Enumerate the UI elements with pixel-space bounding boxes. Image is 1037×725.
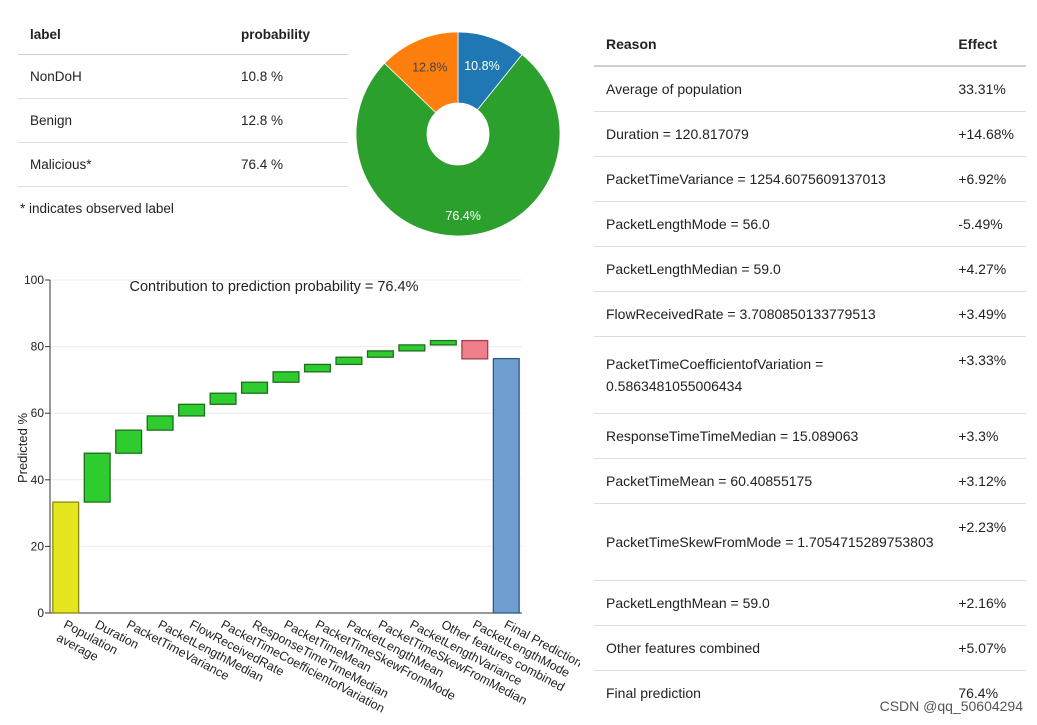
bar-final-prediction bbox=[492, 357, 520, 614]
bar-packettimevariance bbox=[115, 429, 143, 454]
effect-value: +6.92% bbox=[946, 156, 1026, 202]
class-probability: 76.4 % bbox=[229, 142, 348, 187]
effect-column-header: Effect bbox=[946, 22, 1026, 67]
reason-text: PacketTimeSkewFromMode = 1.7054715289753… bbox=[594, 503, 947, 581]
observed-label-note: * indicates observed label bbox=[20, 201, 174, 216]
reason-text: Final prediction bbox=[606, 685, 701, 701]
bar-packetlengthvariance bbox=[398, 344, 426, 352]
reason-effect-table: Reason Effect Average of population 33.31… bbox=[594, 22, 1026, 715]
bar-responsetimetimemedian bbox=[240, 381, 269, 394]
probability-donut-chart: 10.8% 76.4% 12.8% bbox=[355, 31, 561, 237]
class-label: NonDoH bbox=[18, 54, 229, 99]
reason-text: Other features combined bbox=[594, 625, 947, 671]
y-tick-label: 80 bbox=[31, 340, 45, 354]
y-tick-label: 0 bbox=[37, 606, 44, 620]
bar-other-features-combined bbox=[429, 339, 457, 346]
bar-duration bbox=[83, 452, 111, 503]
effect-value: +3.49% bbox=[946, 291, 1026, 337]
effect-value: +3.33% bbox=[946, 336, 1026, 414]
watermark: CSDN @qq_50604294 bbox=[879, 698, 1023, 714]
class-label: Benign bbox=[18, 98, 229, 143]
donut-slice-malicious bbox=[355, 54, 561, 237]
bar-packettimeskewfrommedian bbox=[366, 350, 394, 358]
table-row: ResponseTimeTimeMedian = 15.089063 +3.3% bbox=[594, 413, 1026, 459]
bar-packetlengthmean bbox=[335, 356, 363, 366]
bar-packettimeskewfrommode bbox=[303, 363, 332, 373]
class-label: Malicious* bbox=[18, 142, 229, 187]
effect-value: +4.27% bbox=[946, 246, 1026, 292]
table-row: PacketTimeCoefficientofVariation = 0.586… bbox=[594, 336, 1026, 414]
reason-text: FlowReceivedRate = 3.7080850133779513 bbox=[594, 291, 947, 337]
table-row: PacketTimeVariance = 1254.6075609137013 +… bbox=[594, 156, 1026, 202]
table-row: PacketTimeMean = 60.40855175 +3.12% bbox=[594, 458, 1026, 504]
donut-slice-benign bbox=[383, 31, 459, 114]
effect-value: +3.12% bbox=[946, 458, 1026, 504]
donut-slice-label: 76.4% bbox=[445, 209, 480, 223]
table-row: Duration = 120.817079 +14.68% bbox=[594, 111, 1026, 157]
reason-text: PacketLengthMode = 56.0 bbox=[594, 201, 947, 247]
y-axis-label: Predicted % bbox=[15, 413, 30, 484]
reason-text: Average of population bbox=[594, 66, 947, 112]
reason-text: ResponseTimeTimeMedian = 15.089063 bbox=[594, 413, 947, 459]
y-tick-label: 20 bbox=[31, 539, 45, 553]
reason-column-header: Reason bbox=[594, 22, 947, 67]
bar-population-average bbox=[52, 501, 80, 614]
table-row: PacketTimeSkewFromMode = 1.7054715289753… bbox=[594, 503, 1026, 581]
probability-table: label probability NonDoH 10.8 % Benign 1… bbox=[18, 14, 348, 187]
effect-value: 76.4% bbox=[958, 685, 999, 701]
effect-value: +14.68% bbox=[946, 111, 1026, 157]
label-column-header: label bbox=[18, 14, 229, 55]
class-probability: 10.8 % bbox=[229, 54, 348, 99]
table-row: Final prediction 76.4% bbox=[594, 671, 1026, 716]
bar-packettimemean bbox=[272, 371, 300, 383]
table-row: PacketLengthMedian = 59.0 +4.27% bbox=[594, 246, 1026, 292]
reason-table-header: Reason Effect bbox=[594, 22, 1026, 67]
table-row: NonDoH 10.8 % bbox=[18, 54, 348, 99]
probability-column-header: probability bbox=[229, 14, 348, 55]
probability-table-header: label probability bbox=[18, 14, 348, 55]
reason-text: PacketTimeVariance = 1254.6075609137013 bbox=[594, 156, 947, 202]
reason-text: PacketLengthMedian = 59.0 bbox=[594, 246, 947, 292]
contribution-waterfall-chart: Contribution to prediction probability =… bbox=[15, 273, 580, 716]
y-tick-label: 100 bbox=[24, 273, 44, 287]
reason-text: PacketTimeMean = 60.40855175 bbox=[594, 458, 947, 504]
table-row: Benign 12.8 % bbox=[18, 98, 348, 143]
effect-value: +5.07% bbox=[946, 625, 1026, 671]
table-row: Other features combined +5.07% bbox=[594, 625, 1026, 671]
bar-packetlengthmode bbox=[461, 339, 489, 360]
table-row: Average of population 33.31% bbox=[594, 66, 1026, 112]
bar-packetlengthmedian bbox=[146, 415, 174, 431]
table-row: PacketLengthMode = 56.0 -5.49% bbox=[594, 201, 1026, 247]
bar-packettimecoefficientofvariation bbox=[209, 392, 237, 405]
effect-value: -5.49% bbox=[946, 201, 1026, 247]
reason-text: Duration = 120.817079 bbox=[594, 111, 947, 157]
effect-value: +3.3% bbox=[946, 413, 1026, 459]
effect-value: 33.31% bbox=[946, 66, 1026, 112]
bar-flowreceivedrate bbox=[178, 403, 206, 417]
chart-title: Contribution to prediction probability =… bbox=[130, 279, 419, 295]
table-row: Malicious* 76.4 % bbox=[18, 142, 348, 187]
reason-text: PacketLengthMean = 59.0 bbox=[594, 580, 947, 626]
effect-value: +2.16% bbox=[946, 580, 1026, 626]
class-probability: 12.8 % bbox=[229, 98, 348, 143]
y-tick-label: 40 bbox=[31, 473, 45, 487]
donut-slice-label: 12.8% bbox=[412, 61, 447, 75]
reason-text: PacketTimeCoefficientofVariation = 0.586… bbox=[594, 336, 947, 414]
effect-value: +2.23% bbox=[946, 503, 1026, 581]
y-tick-label: 60 bbox=[31, 406, 45, 420]
table-row: FlowReceivedRate = 3.7080850133779513 +3.… bbox=[594, 291, 1026, 337]
donut-slice-label: 10.8% bbox=[464, 59, 499, 73]
table-row: PacketLengthMean = 59.0 +2.16% bbox=[594, 580, 1026, 626]
